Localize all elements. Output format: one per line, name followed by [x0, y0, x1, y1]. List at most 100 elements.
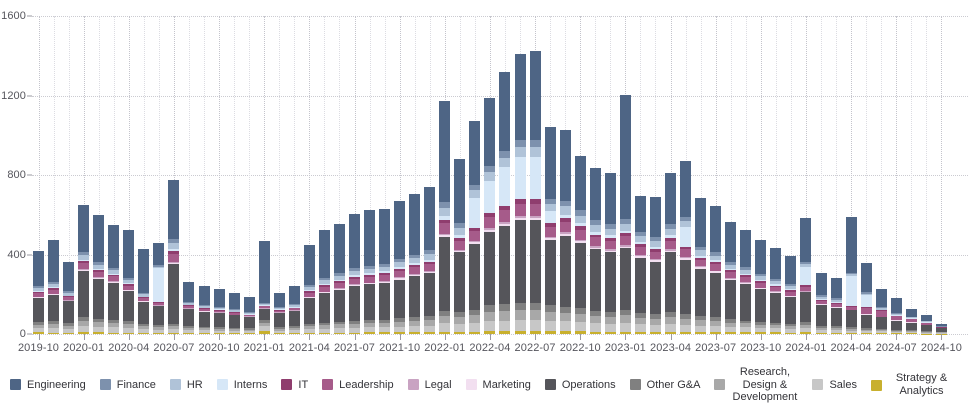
bar-2022-11[interactable]: [589, 167, 601, 334]
bar-2023-10[interactable]: [755, 239, 767, 334]
bar-2024-03[interactable]: [830, 278, 842, 334]
bar-2022-10[interactable]: [574, 155, 586, 334]
bar-segment: [649, 318, 661, 325]
legend-item[interactable]: Strategy & Analytics: [870, 372, 955, 397]
bar-segment: [559, 214, 571, 218]
bar-2020-01[interactable]: [78, 204, 90, 334]
bar-2021-11[interactable]: [409, 194, 421, 334]
bar-2021-12[interactable]: [424, 186, 436, 334]
bar-segment: [634, 236, 646, 243]
bar-2021-03[interactable]: [288, 286, 300, 334]
bar-segment: [604, 237, 616, 241]
bar-2024-08[interactable]: [905, 308, 917, 334]
bar-2020-03[interactable]: [108, 224, 120, 334]
legend-item[interactable]: Interns: [216, 379, 267, 392]
bar-2020-10[interactable]: [213, 289, 225, 334]
legend-item[interactable]: Marketing: [465, 379, 531, 392]
bar-2021-05[interactable]: [318, 230, 330, 334]
bar-2022-06[interactable]: [514, 53, 526, 334]
bar-segment: [258, 241, 270, 303]
bar-2024-07[interactable]: [890, 298, 902, 334]
bar-2023-01[interactable]: [619, 95, 631, 334]
bar-2021-02[interactable]: [273, 293, 285, 334]
bar-2023-02[interactable]: [634, 195, 646, 334]
bar-2021-08[interactable]: [364, 210, 376, 334]
bar-segment: [680, 257, 692, 259]
bar-2022-05[interactable]: [499, 71, 511, 334]
bar-2021-01[interactable]: [258, 241, 270, 334]
legend-item[interactable]: Operations: [544, 379, 616, 392]
bar-2019-10[interactable]: [33, 251, 44, 334]
bar-2020-04[interactable]: [123, 230, 135, 334]
bar-2020-05[interactable]: [138, 249, 150, 334]
bar-2020-09[interactable]: [198, 286, 210, 334]
bar-2024-06[interactable]: [875, 289, 887, 334]
bar-2024-05[interactable]: [860, 262, 872, 334]
bar-2024-02[interactable]: [815, 272, 827, 334]
bar-segment: [755, 288, 767, 322]
bar-segment: [364, 323, 376, 328]
bar-2022-09[interactable]: [559, 129, 571, 334]
bar-2022-02[interactable]: [454, 158, 466, 334]
bar-2022-08[interactable]: [544, 126, 556, 334]
legend-item[interactable]: Legal: [407, 379, 452, 392]
bar-segment: [559, 331, 571, 334]
gridline-vertical: [234, 16, 236, 334]
bar-2022-07[interactable]: [529, 50, 541, 334]
bar-segment: [243, 333, 255, 334]
bar-2022-12[interactable]: [604, 173, 616, 334]
bar-2023-08[interactable]: [725, 222, 737, 334]
bar-2020-12[interactable]: [243, 296, 255, 334]
bar-2023-05[interactable]: [680, 160, 692, 334]
bar-2024-01[interactable]: [800, 218, 812, 334]
bar-2023-03[interactable]: [649, 197, 661, 334]
legend-item[interactable]: Research, Design & Development: [714, 366, 798, 404]
legend-item[interactable]: Engineering: [10, 379, 86, 392]
bar-segment: [544, 126, 556, 199]
legend-item[interactable]: Leadership: [322, 379, 394, 392]
bar-segment: [318, 325, 330, 329]
legend-item[interactable]: Other G&A: [629, 379, 700, 392]
bar-2024-09[interactable]: [920, 314, 932, 334]
gridline-vertical: [790, 16, 792, 334]
bar-2021-07[interactable]: [349, 213, 360, 334]
bar-segment: [665, 311, 677, 317]
bar-segment: [514, 156, 526, 200]
bar-2023-12[interactable]: [785, 256, 797, 334]
legend-item[interactable]: HR: [169, 379, 203, 392]
bar-2021-04[interactable]: [303, 245, 315, 334]
legend-item[interactable]: Finance: [99, 379, 156, 392]
bar-2023-04[interactable]: [665, 173, 677, 334]
bar-segment: [108, 276, 120, 282]
bar-segment: [333, 324, 345, 329]
bar-2022-03[interactable]: [469, 121, 481, 334]
bar-2022-04[interactable]: [484, 97, 496, 334]
bar-2023-07[interactable]: [710, 206, 722, 334]
legend-item[interactable]: IT: [281, 379, 308, 392]
bar-2023-06[interactable]: [695, 198, 707, 334]
bar-2020-07[interactable]: [168, 180, 180, 334]
gridline-vertical: [429, 16, 431, 334]
bar-2023-11[interactable]: [770, 248, 782, 334]
bar-2022-01[interactable]: [439, 100, 451, 334]
bar-2019-12[interactable]: [63, 261, 75, 334]
bar-2021-09[interactable]: [379, 208, 391, 334]
bar-2020-11[interactable]: [228, 292, 240, 334]
bar-segment: [93, 268, 105, 271]
bar-segment: [439, 208, 451, 217]
bar-2020-02[interactable]: [93, 215, 105, 334]
bar-2024-10[interactable]: [935, 324, 947, 334]
bar-segment: [604, 331, 616, 334]
bar-segment: [574, 226, 586, 230]
bar-2023-09[interactable]: [740, 230, 752, 334]
bar-segment: [123, 323, 135, 328]
bar-2021-06[interactable]: [333, 223, 345, 334]
bar-2021-10[interactable]: [394, 201, 406, 334]
bar-2020-08[interactable]: [183, 281, 195, 334]
bar-2020-06[interactable]: [153, 242, 165, 334]
bar-2019-11[interactable]: [48, 240, 60, 334]
bar-segment: [725, 277, 737, 279]
bar-2024-04[interactable]: [845, 217, 857, 334]
legend-item[interactable]: Sales: [812, 379, 857, 392]
bar-segment: [815, 300, 827, 305]
